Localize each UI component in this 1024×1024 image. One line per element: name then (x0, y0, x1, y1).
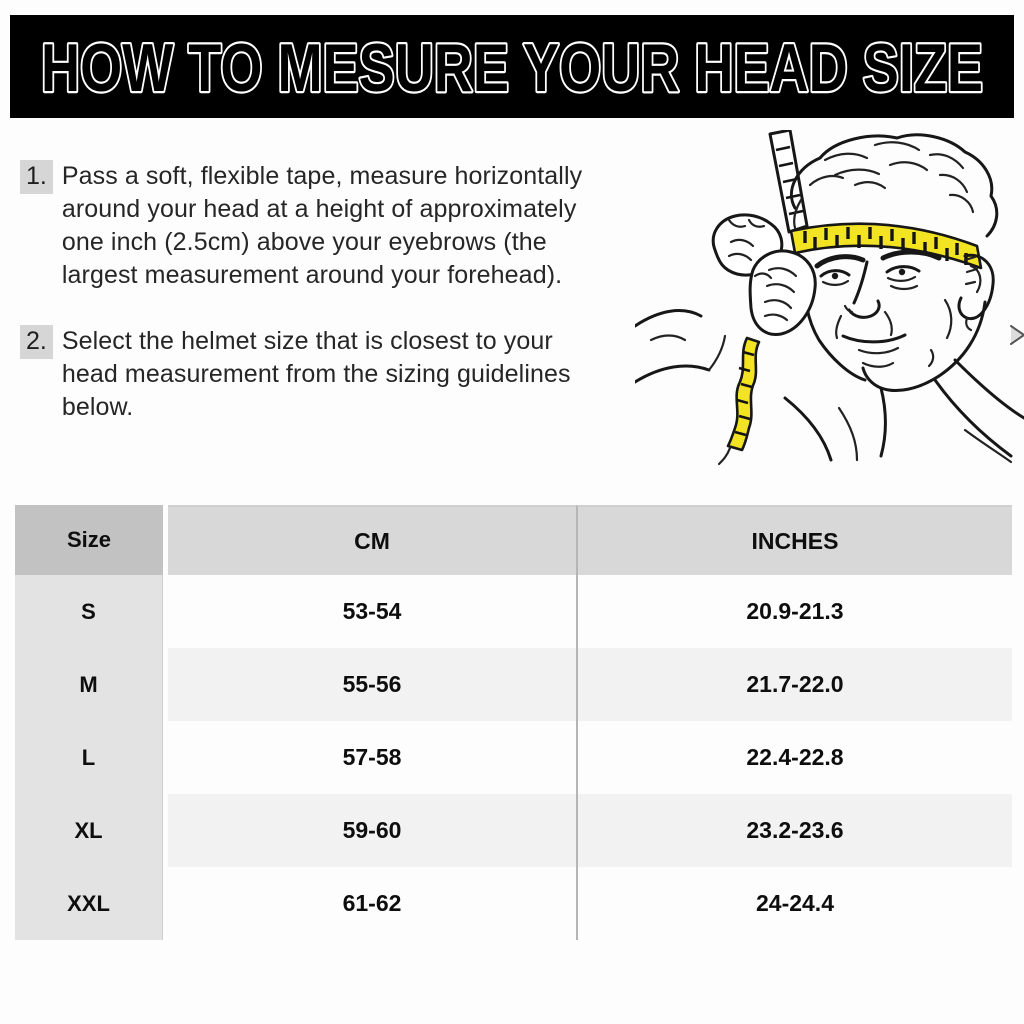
table-row: XL 59-60 23.2-23.6 (15, 794, 1012, 867)
page-title: HOW TO MESURE YOUR HEAD SIZE (41, 30, 983, 106)
cm-cell: 59-60 (168, 794, 576, 867)
shoulders-collar (783, 325, 1024, 464)
step-text-line: around your head at a height of approxim… (61, 195, 577, 223)
man-measuring-head-illustration (635, 130, 1024, 466)
step-text-line: largest measurement around your forehead… (61, 261, 563, 289)
table-row: L 57-58 22.4-22.8 (15, 721, 1012, 794)
size-cell: L (15, 721, 163, 794)
column-header-cm: CM (168, 505, 576, 575)
inches-cell: 22.4-22.8 (576, 721, 1012, 794)
step-text-line: one inch (2.5cm) above your eyebrows (th… (61, 228, 547, 256)
hands (711, 213, 817, 336)
step-text-line: Select the helmet size that is closest t… (61, 327, 553, 355)
step-2-number: 2. (20, 325, 53, 359)
tape-dangling-end (717, 336, 761, 466)
instruction-step-2: 2. Select the helmet size that is closes… (20, 325, 571, 424)
step-text-line: Pass a soft, flexible tape, measure hori… (61, 162, 583, 190)
sleeve-arm (635, 309, 727, 384)
cm-cell: 57-58 (168, 721, 576, 794)
cm-cell: 53-54 (168, 575, 576, 648)
cm-cell: 55-56 (168, 648, 576, 721)
cm-cell: 61-62 (168, 867, 576, 940)
table-row: XXL 61-62 24-24.4 (15, 867, 1012, 940)
column-header-size: Size (15, 505, 163, 575)
table-row: M 55-56 21.7-22.0 (15, 648, 1012, 721)
step-text-line: below. (61, 393, 134, 421)
inches-cell: 21.7-22.0 (576, 648, 1012, 721)
size-cell: S (15, 575, 163, 648)
column-header-inches: INCHES (576, 505, 1012, 575)
banner-text-svg: HOW TO MESURE YOUR HEAD SIZE (39, 28, 985, 108)
table-header-row: Size CM INCHES (15, 505, 1012, 575)
size-cell: M (15, 648, 163, 721)
size-cell: XXL (15, 867, 163, 940)
table-row: S 53-54 20.9-21.3 (15, 575, 1012, 648)
step-text-line: head measurement from the sizing guideli… (61, 360, 571, 388)
step-1-text: Pass a soft, flexible tape, measure hori… (62, 160, 582, 292)
man-measuring-head-svg (635, 130, 1024, 466)
size-table: Size CM INCHES S 53-54 20.9-21.3 M 55-56… (15, 505, 1012, 940)
hair (789, 133, 999, 238)
tape-upper-strip (768, 130, 809, 234)
step-1-number: 1. (20, 160, 53, 194)
inches-cell: 20.9-21.3 (576, 575, 1012, 648)
face (803, 249, 987, 392)
inches-cell: 23.2-23.6 (576, 794, 1012, 867)
step-2-text: Select the helmet size that is closest t… (62, 325, 571, 424)
size-cell: XL (15, 794, 163, 867)
inches-cell: 24-24.4 (576, 867, 1012, 940)
title-banner: HOW TO MESURE YOUR HEAD SIZE (10, 15, 1014, 118)
instruction-step-1: 1. Pass a soft, flexible tape, measure h… (20, 160, 582, 292)
measuring-tape-band (789, 222, 983, 270)
